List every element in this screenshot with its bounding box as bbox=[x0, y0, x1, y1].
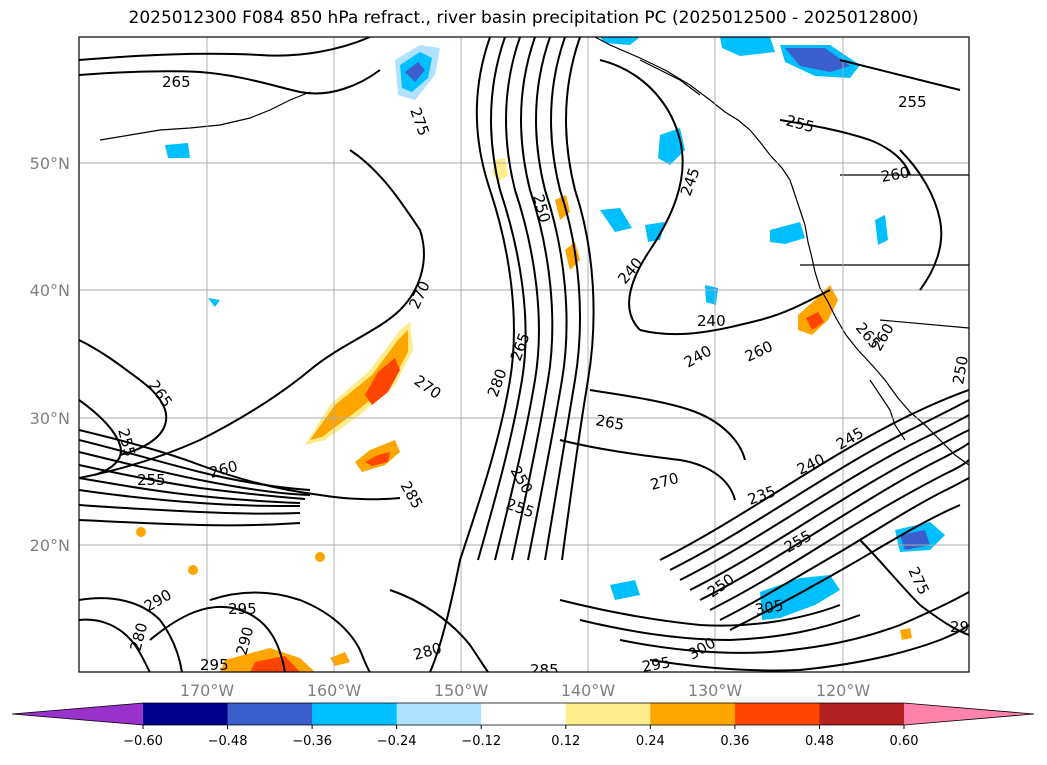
negative-precip-patch bbox=[645, 222, 665, 242]
negative-precip-patch bbox=[770, 222, 805, 244]
positive-precip-patch bbox=[136, 527, 146, 537]
colorbar-tick-label: −0.48 bbox=[208, 734, 248, 749]
precipitation-shading bbox=[136, 37, 945, 672]
lat-label: 40°N bbox=[30, 281, 70, 300]
contour-label: 265 bbox=[162, 73, 191, 91]
colorbar: −0.60 −0.48 −0.36 −0.24 −0.12 0.12 0.24 0.36 0.4… bbox=[11, 702, 1035, 749]
lat-labels: 50°N 40°N 30°N 20°N bbox=[30, 154, 70, 555]
colorbar-tick-label: 0.36 bbox=[720, 734, 749, 749]
contour-label: 29 bbox=[950, 618, 969, 636]
lon-label: 140°W bbox=[561, 681, 616, 700]
colorbar-tick-label: 0.48 bbox=[805, 734, 834, 749]
lat-label: 50°N bbox=[30, 154, 70, 173]
lat-label: 20°N bbox=[30, 536, 70, 555]
positive-precip-patch bbox=[365, 358, 400, 405]
coastline bbox=[99, 37, 969, 466]
colorbar-segment bbox=[819, 703, 905, 725]
negative-precip-patch bbox=[705, 285, 718, 305]
map-title: 2025012300 F084 850 hPa refract., river … bbox=[128, 8, 919, 28]
negative-precip-patch bbox=[600, 37, 640, 45]
positive-precip-patch bbox=[188, 565, 198, 575]
colorbar-segment bbox=[227, 703, 313, 725]
colorbar-segment bbox=[312, 703, 398, 725]
contour-label: 240 bbox=[697, 312, 726, 330]
negative-precip-patch bbox=[165, 143, 190, 158]
contour-label: 295 bbox=[228, 600, 257, 618]
colorbar-tick-label: 0.12 bbox=[551, 734, 580, 749]
positive-precip-patch bbox=[250, 656, 300, 672]
contour-label: 255 bbox=[137, 471, 166, 489]
contour-label: 295 bbox=[200, 656, 229, 674]
positive-precip-patch bbox=[310, 330, 408, 440]
colorbar-right-extension bbox=[904, 703, 1034, 725]
colorbar-segment bbox=[481, 703, 567, 725]
colorbar-segment bbox=[734, 703, 820, 725]
negative-precip-patch bbox=[610, 580, 640, 600]
lon-label: 160°W bbox=[307, 681, 362, 700]
colorbar-tick-label: −0.36 bbox=[292, 734, 332, 749]
lon-label: 120°W bbox=[816, 681, 871, 700]
colorbar-left-extension bbox=[12, 703, 143, 725]
positive-precip-patch bbox=[806, 312, 824, 330]
contour-label: 250 bbox=[949, 354, 972, 385]
negative-precip-patch bbox=[208, 298, 220, 307]
contour-label: 305 bbox=[754, 596, 785, 619]
colorbar-tick-label: −0.12 bbox=[461, 734, 501, 749]
lon-label: 130°W bbox=[688, 681, 743, 700]
contour-label: 260 bbox=[880, 163, 911, 186]
positive-precip-patch bbox=[330, 652, 350, 666]
negative-precip-patch bbox=[720, 37, 775, 56]
positive-precip-patch bbox=[900, 628, 912, 640]
contour-label: 295 bbox=[641, 653, 672, 676]
negative-precip-patch bbox=[600, 208, 632, 232]
map-frame bbox=[78, 36, 970, 673]
positive-precip-patch bbox=[315, 552, 325, 562]
lon-label: 150°W bbox=[434, 681, 489, 700]
positive-precip-patch bbox=[798, 285, 838, 335]
colorbar-segment bbox=[650, 703, 736, 725]
negative-precip-patch bbox=[875, 215, 888, 245]
contour-label: 255 bbox=[898, 93, 927, 111]
colorbar-segment bbox=[396, 703, 482, 725]
colorbar-tick-label: −0.60 bbox=[123, 734, 163, 749]
lon-label: 170°W bbox=[180, 681, 235, 700]
colorbar-tick-label: 0.24 bbox=[636, 734, 665, 749]
negative-precip-patch bbox=[405, 62, 425, 82]
refractivity-contours bbox=[79, 37, 969, 672]
colorbar-segment bbox=[565, 703, 651, 725]
lon-labels: 170°W 160°W 150°W 140°W 130°W 120°W bbox=[180, 681, 871, 700]
contour-label: 285 bbox=[530, 661, 559, 679]
negative-precip-patch bbox=[785, 48, 850, 72]
colorbar-tick-label: −0.24 bbox=[377, 734, 417, 749]
lat-label: 30°N bbox=[30, 409, 70, 428]
colorbar-segment bbox=[143, 703, 229, 725]
positive-precip-patch bbox=[365, 452, 390, 466]
contour-label: 265 bbox=[594, 411, 625, 434]
colorbar-tick-label: 0.60 bbox=[890, 734, 919, 749]
